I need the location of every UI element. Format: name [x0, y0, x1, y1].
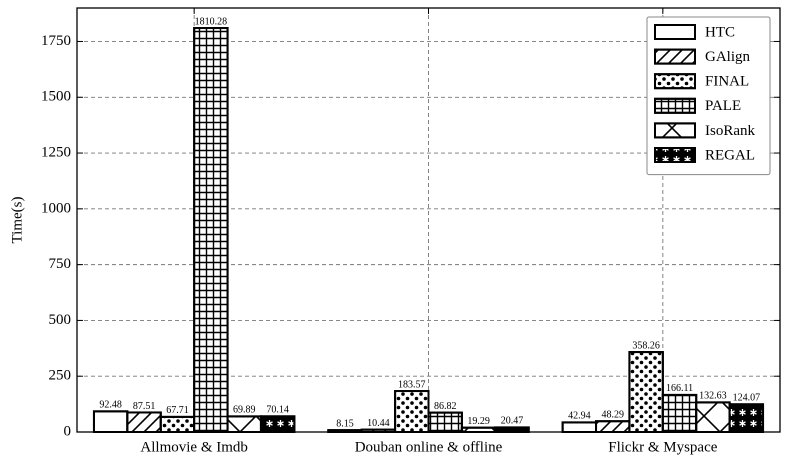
x-tick-label: Allmovie & Imdb: [140, 439, 248, 455]
bar-hatch: [193, 27, 229, 433]
value-label: 67.71: [166, 405, 189, 416]
legend-swatch-hatch: [654, 73, 696, 90]
plot-frame: [76, 7, 781, 433]
x-tick-label: Flickr & Myspace: [608, 439, 717, 455]
legend-label: PALE: [705, 98, 741, 114]
y-tick-label: 0: [64, 423, 72, 439]
legend-swatch-hatch: [654, 97, 696, 114]
legend-swatch-hatch: [654, 147, 696, 163]
bar-hatch: [126, 411, 162, 434]
bar-hatch: [661, 393, 698, 433]
y-axis-label: Time(s): [9, 197, 25, 244]
value-label: 166.11: [666, 383, 693, 394]
bar: [92, 410, 129, 434]
x-tick-label: Douban online & offline: [355, 439, 503, 455]
legend-label: IsoRank: [705, 123, 755, 139]
legend-swatch-hatch: [654, 24, 696, 40]
legend-label: HTC: [705, 24, 735, 40]
legend-swatch: [654, 24, 696, 40]
legend-label: REGAL: [705, 147, 755, 163]
value-label: 1810.28: [195, 16, 228, 27]
bar-hatch: [728, 403, 765, 434]
value-label: 42.94: [568, 411, 591, 422]
y-tick-label: 1750: [41, 33, 71, 49]
y-tick-label: 1250: [41, 144, 71, 160]
value-label: 358.26: [632, 340, 660, 351]
y-tick-label: 250: [49, 368, 72, 384]
bar-hatch: [695, 401, 731, 433]
value-label: 48.29: [601, 410, 624, 421]
value-label: 87.51: [133, 401, 156, 412]
value-label: 92.48: [99, 400, 122, 411]
legend-swatch-hatch: [654, 48, 696, 65]
bar-hatch: [494, 426, 530, 433]
value-label: 183.57: [398, 379, 426, 390]
value-label: 8.15: [336, 418, 354, 429]
value-label: 70.14: [266, 405, 289, 416]
value-label: 124.07: [733, 393, 761, 404]
bar: [561, 421, 598, 434]
value-label: 10.44: [367, 418, 390, 429]
legend-label: GAlign: [705, 49, 751, 65]
bar-hatch: [394, 390, 430, 434]
bar-hatch: [595, 420, 631, 433]
legend-label: FINAL: [705, 74, 749, 90]
bar-hatch: [226, 415, 262, 434]
y-tick-label: 750: [49, 256, 72, 272]
bar-hatch: [259, 415, 296, 434]
value-label: 132.63: [699, 391, 727, 402]
y-tick-label: 500: [49, 312, 72, 328]
value-label: 69.89: [233, 405, 256, 416]
y-tick-label: 1500: [41, 89, 71, 105]
y-tick-label: 1000: [41, 200, 71, 216]
value-label: 19.29: [467, 416, 490, 427]
bar-hatch: [159, 415, 196, 434]
bar-hatch: [427, 411, 463, 433]
value-label: 86.82: [434, 401, 457, 412]
bar-hatch: [628, 351, 664, 433]
legend-swatch-hatch: [654, 122, 696, 139]
value-label: 20.47: [501, 416, 524, 427]
